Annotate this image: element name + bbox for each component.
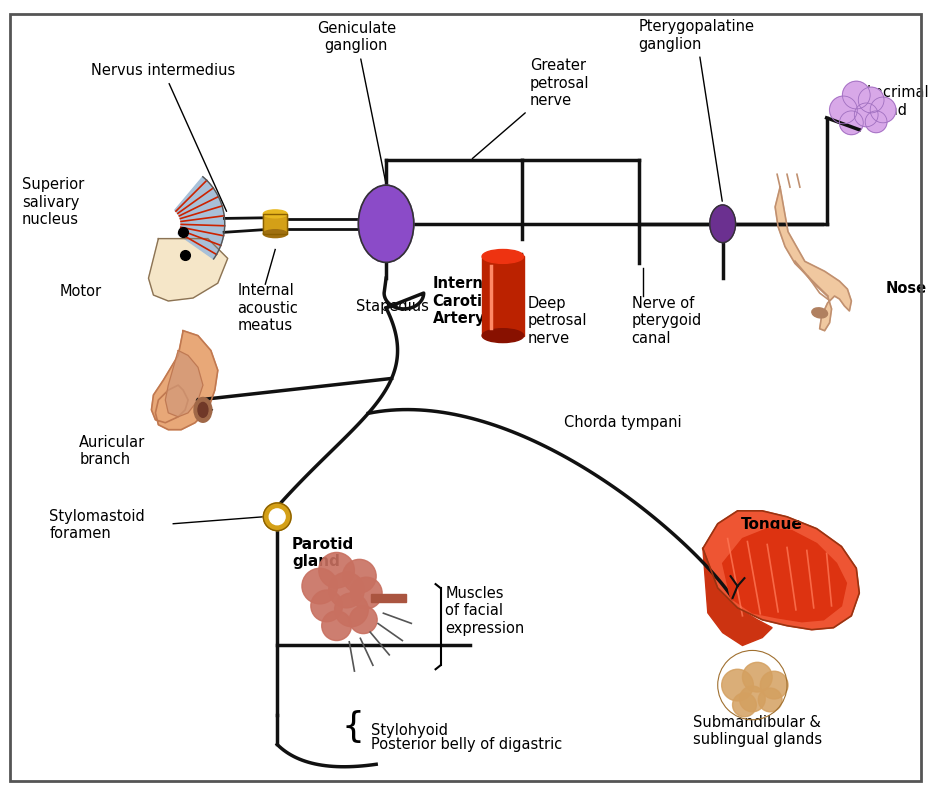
Ellipse shape [198, 403, 208, 417]
Ellipse shape [812, 308, 827, 318]
Polygon shape [152, 330, 217, 430]
Polygon shape [703, 548, 773, 646]
Polygon shape [166, 350, 203, 417]
Ellipse shape [263, 210, 287, 218]
Polygon shape [723, 529, 846, 622]
Circle shape [758, 688, 782, 712]
Ellipse shape [482, 329, 524, 342]
Circle shape [350, 577, 382, 609]
Circle shape [839, 111, 863, 135]
Text: Chorda tympani: Chorda tympani [565, 415, 682, 430]
Circle shape [830, 96, 857, 124]
Circle shape [343, 560, 376, 593]
Text: Nose: Nose [886, 281, 927, 296]
Text: Nervus intermedius: Nervus intermedius [91, 63, 235, 211]
Circle shape [328, 572, 364, 608]
Circle shape [349, 606, 377, 634]
Text: Deep
petrosal
nerve: Deep petrosal nerve [528, 296, 587, 345]
Polygon shape [703, 511, 859, 630]
Text: Nerve of
pterygoid
canal: Nerve of pterygoid canal [631, 296, 702, 345]
Circle shape [854, 103, 878, 127]
Ellipse shape [263, 230, 287, 238]
Ellipse shape [359, 185, 414, 263]
Text: Geniculate
ganglion: Geniculate ganglion [317, 21, 396, 181]
Text: Stylohyoid: Stylohyoid [372, 723, 448, 738]
Circle shape [760, 671, 788, 699]
Text: Internal
acoustic
meatus: Internal acoustic meatus [237, 283, 298, 333]
Text: Superior
salivary
nucleus: Superior salivary nucleus [22, 178, 84, 227]
Text: Auricular
branch: Auricular branch [79, 435, 146, 467]
Text: Motor: Motor [59, 284, 102, 299]
Circle shape [269, 509, 285, 525]
Text: Greater
petrosal
nerve: Greater petrosal nerve [472, 58, 589, 158]
Circle shape [742, 662, 773, 692]
Text: Stapedius: Stapedius [357, 299, 429, 314]
Text: Submandibular &
sublingual glands: Submandibular & sublingual glands [693, 715, 822, 747]
Bar [263, 214, 287, 234]
Circle shape [302, 568, 338, 604]
Circle shape [311, 590, 343, 622]
Circle shape [858, 87, 884, 113]
Circle shape [722, 669, 754, 701]
Circle shape [865, 111, 887, 133]
Bar [482, 256, 524, 336]
Text: Internal
Carotid
Artery: Internal Carotid Artery [433, 276, 499, 326]
Text: Stylomastoid
foramen: Stylomastoid foramen [50, 509, 145, 541]
Circle shape [335, 593, 368, 626]
Circle shape [322, 611, 351, 641]
Circle shape [319, 552, 355, 588]
Text: {: { [342, 710, 364, 743]
Circle shape [740, 686, 765, 712]
Text: Muscles
of facial
expression: Muscles of facial expression [445, 586, 525, 636]
Circle shape [870, 97, 896, 123]
Text: Parotid
gland: Parotid gland [292, 537, 355, 569]
Ellipse shape [194, 397, 212, 422]
Bar [372, 594, 406, 602]
Bar [263, 214, 287, 234]
Polygon shape [775, 187, 852, 330]
Text: Lacrimal
gland: Lacrimal gland [867, 85, 929, 118]
Circle shape [732, 693, 757, 716]
Text: Posterior belly of digastric: Posterior belly of digastric [372, 736, 563, 751]
Text: Pterygopalatine
ganglion: Pterygopalatine ganglion [639, 19, 755, 201]
Circle shape [263, 503, 291, 531]
Polygon shape [175, 177, 225, 259]
Ellipse shape [482, 249, 524, 263]
Circle shape [842, 81, 870, 109]
Ellipse shape [710, 205, 736, 243]
Text: Tongue: Tongue [742, 517, 803, 532]
Polygon shape [149, 239, 228, 301]
